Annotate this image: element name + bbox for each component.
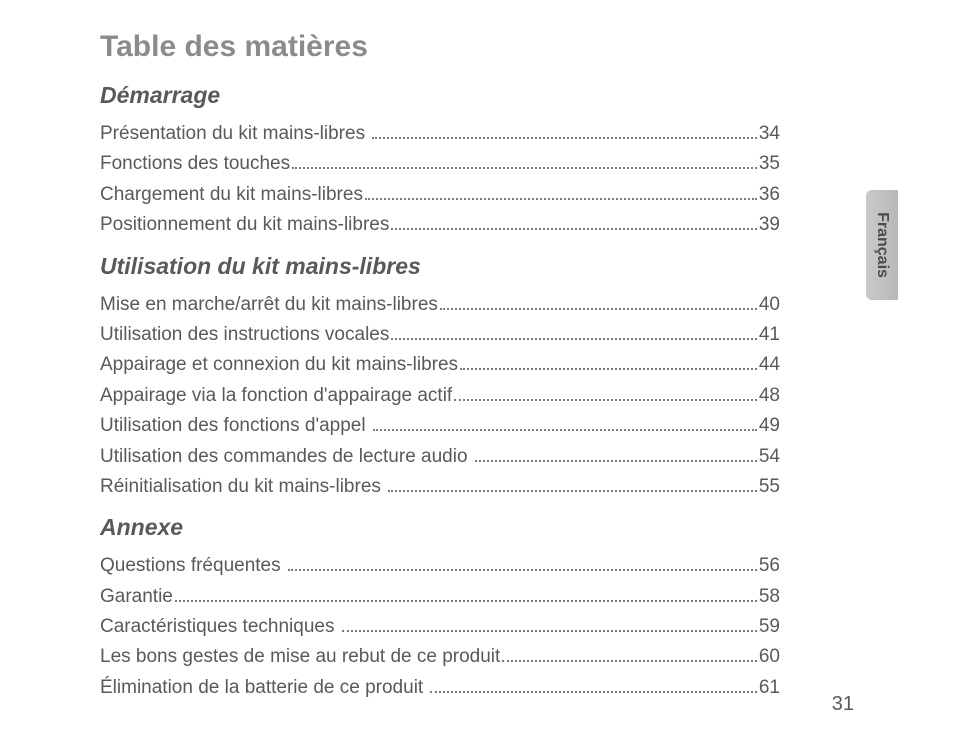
toc-leader-dots [460, 368, 757, 370]
toc-label: Mise en marche/arrêt du kit mains-libres [100, 290, 438, 320]
toc-page-number: 58 [759, 582, 780, 612]
toc-leader-dots [372, 137, 757, 139]
toc-label: Fonctions des touches [100, 149, 290, 179]
page-title: Table des matières [100, 30, 854, 64]
toc-list: Présentation du kit mains-libres 34 Fonc… [100, 119, 780, 241]
toc-label: Réinitialisation du kit mains-libres [100, 472, 381, 502]
toc-leader-dots [342, 630, 757, 632]
toc-label: Utilisation des commandes de lecture aud… [100, 442, 468, 472]
toc-entry: Positionnement du kit mains-libres 39 [100, 210, 780, 240]
toc-entry: Appairage via la fonction d'appairage ac… [100, 381, 780, 411]
toc-page-number: 56 [759, 551, 780, 581]
toc-leader-dots [502, 660, 757, 662]
toc-page-number: 35 [759, 149, 780, 179]
toc-entry: Réinitialisation du kit mains-libres 55 [100, 472, 780, 502]
toc-list: Mise en marche/arrêt du kit mains-libres… [100, 290, 780, 503]
toc-entry: Appairage et connexion du kit mains-libr… [100, 350, 780, 380]
language-tab: Français [866, 190, 898, 300]
toc-leader-dots [391, 228, 757, 230]
toc-entry: Utilisation des instructions vocales 41 [100, 320, 780, 350]
toc-label: Utilisation des fonctions d'appel [100, 411, 366, 441]
toc-label: Chargement du kit mains-libres [100, 180, 363, 210]
toc-entry: Questions fréquentes 56 [100, 551, 780, 581]
toc-page-number: 36 [759, 180, 780, 210]
toc-entry: Fonctions des touches 35 [100, 149, 780, 179]
toc-label: Appairage et connexion du kit mains-libr… [100, 350, 458, 380]
toc-entry: Utilisation des fonctions d'appel 49 [100, 411, 780, 441]
toc-leader-dots [475, 460, 757, 462]
language-tab-label: Français [873, 212, 891, 278]
toc-entry: Garantie 58 [100, 582, 780, 612]
toc-label: Élimination de la batterie de ce produit [100, 673, 423, 703]
toc-list: Questions fréquentes 56 Garantie 58 Cara… [100, 551, 780, 703]
toc-leader-dots [288, 569, 757, 571]
toc-leader-dots [292, 167, 757, 169]
toc-leader-dots [430, 691, 756, 693]
toc-entry: Élimination de la batterie de ce produit… [100, 673, 780, 703]
toc-leader-dots [391, 338, 757, 340]
toc-entry: Présentation du kit mains-libres 34 [100, 119, 780, 149]
toc-leader-dots [440, 308, 757, 310]
toc-label: Présentation du kit mains-libres [100, 119, 365, 149]
toc-section: Démarrage Présentation du kit mains-libr… [100, 82, 854, 241]
toc-page-number: 59 [759, 612, 780, 642]
toc-entry: Utilisation des commandes de lecture aud… [100, 442, 780, 472]
toc-leader-dots [454, 399, 757, 401]
toc-page-number: 34 [759, 119, 780, 149]
toc-page-number: 49 [759, 411, 780, 441]
toc-page-number: 41 [759, 320, 780, 350]
toc-leader-dots [388, 490, 757, 492]
page-number: 31 [832, 693, 854, 716]
toc-label: Questions fréquentes [100, 551, 281, 581]
toc-leader-dots [373, 429, 757, 431]
document-page: Table des matières Démarrage Présentatio… [0, 0, 954, 742]
toc-entry: Les bons gestes de mise au rebut de ce p… [100, 642, 780, 672]
toc-label: Appairage via la fonction d'appairage ac… [100, 381, 452, 411]
toc-label: Les bons gestes de mise au rebut de ce p… [100, 642, 500, 672]
toc-page-number: 44 [759, 350, 780, 380]
toc-label: Utilisation des instructions vocales [100, 320, 389, 350]
toc-section: Annexe Questions fréquentes 56 Garantie … [100, 514, 854, 703]
section-heading: Utilisation du kit mains-libres [100, 253, 854, 280]
toc-entry: Chargement du kit mains-libres 36 [100, 180, 780, 210]
toc-page-number: 40 [759, 290, 780, 320]
toc-label: Positionnement du kit mains-libres [100, 210, 389, 240]
toc-leader-dots [175, 600, 757, 602]
toc-page-number: 60 [759, 642, 780, 672]
toc-page-number: 61 [759, 673, 780, 703]
section-heading: Annexe [100, 514, 854, 541]
toc-page-number: 55 [759, 472, 780, 502]
toc-entry: Caractéristiques techniques 59 [100, 612, 780, 642]
toc-page-number: 48 [759, 381, 780, 411]
toc-leader-dots [365, 198, 757, 200]
toc-entry: Mise en marche/arrêt du kit mains-libres… [100, 290, 780, 320]
toc-label: Garantie [100, 582, 173, 612]
toc-page-number: 54 [759, 442, 780, 472]
toc-page-number: 39 [759, 210, 780, 240]
toc-section: Utilisation du kit mains-libres Mise en … [100, 253, 854, 503]
toc-label: Caractéristiques techniques [100, 612, 334, 642]
section-heading: Démarrage [100, 82, 854, 109]
